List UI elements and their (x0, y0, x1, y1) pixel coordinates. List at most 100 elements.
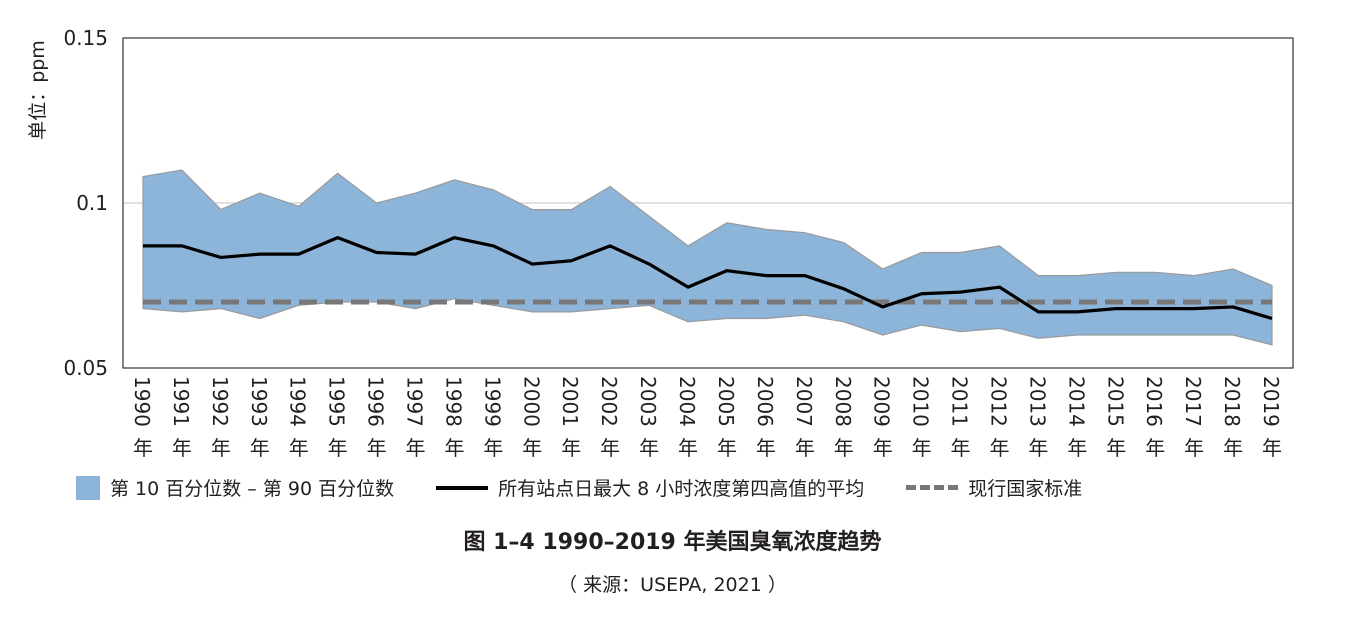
x-tick-labels: 1990 年 1991 年 1992 年 1993 年 1994 年 1995 年 1996 年 1997 年… (130, 376, 1283, 460)
x-tick-suffix: 年 (1145, 436, 1165, 460)
x-tick-label: 1995 年 (325, 376, 349, 460)
x-tick-suffix: 年 (600, 436, 620, 460)
x-tick-suffix: 年 (367, 436, 387, 460)
x-tick-label: 2017 年 (1181, 376, 1205, 460)
x-tick-year: 1993 (247, 376, 271, 427)
x-tick-year: 2004 (675, 376, 699, 427)
legend-swatch-band (76, 475, 100, 500)
x-tick-year: 1998 (441, 376, 465, 427)
legend-label-line: 所有站点日最大 8 小时浓度第四高值的平均 (498, 478, 865, 500)
x-tick-suffix: 年 (678, 436, 698, 460)
x-tick-label: 2016 年 (1142, 376, 1166, 460)
figure-caption: 图 1–4 1990–2019 年美国臭氧浓度趋势 (463, 530, 882, 555)
legend-item-band: 第 10 百分位数 – 第 90 百分位数 (76, 474, 394, 501)
x-tick-year: 2010 (909, 376, 933, 427)
x-tick-label: 2004 年 (675, 376, 699, 460)
x-tick-label: 2009 年 (870, 376, 894, 460)
x-tick-year: 1996 (364, 376, 388, 427)
x-tick-year: 2003 (636, 376, 660, 427)
x-tick-suffix: 年 (211, 436, 231, 460)
x-tick-year: 2002 (597, 376, 621, 427)
x-tick-label: 2018 年 (1220, 376, 1244, 460)
x-tick-suffix: 年 (717, 436, 737, 460)
x-tick-label: 1996 年 (364, 376, 388, 460)
x-tick-label: 1998 年 (441, 376, 465, 460)
average-line (143, 236, 1273, 321)
legend-swatch-line (436, 485, 489, 490)
x-tick-label: 2001 年 (558, 376, 582, 460)
x-tick-label: 2006 年 (753, 376, 777, 460)
x-tick-suffix: 年 (406, 436, 426, 460)
legend-item-line: 所有站点日最大 8 小时浓度第四高值的平均 (436, 474, 864, 501)
x-tick-year: 2012 (986, 376, 1010, 427)
x-tick-suffix: 年 (639, 436, 659, 460)
x-tick-year: 1999 (480, 376, 504, 427)
x-tick-label: 2003 年 (636, 376, 660, 460)
x-tick-year: 2013 (1025, 376, 1049, 427)
percentile-band (142, 169, 1273, 346)
x-tick-suffix: 年 (522, 436, 542, 460)
x-tick-year: 2015 (1103, 376, 1127, 427)
x-tick-suffix: 年 (834, 436, 854, 460)
y-axis-label: 单位：ppm (27, 40, 49, 140)
band-layer (142, 169, 1273, 346)
x-tick-label: 2013 年 (1025, 376, 1049, 460)
x-tick-label: 1990 年 (130, 376, 154, 460)
x-tick-year: 2005 (714, 376, 738, 427)
x-tick-year: 2009 (870, 376, 894, 427)
x-tick-suffix: 年 (912, 436, 932, 460)
x-tick-label: 2011 年 (948, 376, 972, 460)
x-tick-year: 2006 (753, 376, 777, 427)
x-tick-label: 2019 年 (1259, 376, 1283, 460)
x-tick-year: 2001 (558, 376, 582, 427)
y-tick-label: 0.15 (63, 26, 108, 50)
x-tick-year: 1991 (169, 376, 193, 427)
x-tick-suffix: 年 (328, 436, 348, 460)
x-tick-suffix: 年 (444, 436, 464, 460)
x-tick-label: 2015 年 (1103, 376, 1127, 460)
y-tick-label: 0.05 (63, 356, 108, 380)
x-tick-suffix: 年 (873, 436, 893, 460)
y-tick-labels: 0.15 0.1 0.05 (63, 26, 108, 380)
y-tick-label: 0.1 (76, 191, 108, 215)
x-tick-year: 2017 (1181, 376, 1205, 427)
x-tick-label: 1993 年 (247, 376, 271, 460)
x-tick-suffix: 年 (250, 436, 270, 460)
x-tick-suffix: 年 (989, 436, 1009, 460)
x-tick-label: 2014 年 (1064, 376, 1088, 460)
x-tick-suffix: 年 (1184, 436, 1204, 460)
ozone-chart: 0.150.10.05 1990年1991年1992年1993年1994年199… (27, 26, 1294, 460)
x-tick-label: 1994 年 (286, 376, 310, 460)
x-tick-year: 1992 (208, 376, 232, 427)
legend-label-standard: 现行国家标准 (968, 478, 1083, 500)
x-tick-suffix: 年 (1028, 436, 1048, 460)
line-layer (143, 236, 1273, 321)
x-tick-suffix: 年 (795, 436, 815, 460)
x-tick-year: 2014 (1064, 376, 1088, 427)
plot-frame (122, 37, 1294, 369)
x-tick-label: 2008 年 (831, 376, 855, 460)
x-tick-label: 1997 年 (403, 376, 427, 460)
x-tick-year: 1995 (325, 376, 349, 427)
x-tick-label: 2002 年 (597, 376, 621, 460)
x-tick-year: 1994 (286, 376, 310, 427)
x-tick-suffix: 年 (1223, 436, 1243, 460)
x-tick-label: 2012 年 (986, 376, 1010, 460)
x-tick-label: 2005 年 (714, 376, 738, 460)
legend-label-band: 第 10 百分位数 – 第 90 百分位数 (110, 478, 395, 500)
x-tick-year: 1997 (403, 376, 427, 427)
legend-swatch-standard (906, 485, 959, 490)
x-tick-year: 2016 (1142, 376, 1166, 427)
x-tick-suffix: 年 (951, 436, 971, 460)
x-tick-label: 2000 年 (519, 376, 543, 460)
x-tick-label: 1999 年 (480, 376, 504, 460)
x-tick-suffix: 年 (172, 436, 192, 460)
x-tick-label: 1991 年 (169, 376, 193, 460)
legend: 第 10 百分位数 – 第 90 百分位数 所有站点日最大 8 小时浓度第四高值… (76, 474, 1124, 501)
x-tick-label: 2010 年 (909, 376, 933, 460)
x-tick-suffix: 年 (1067, 436, 1087, 460)
x-tick-year: 2007 (792, 376, 816, 427)
x-tick-year: 2018 (1220, 376, 1244, 427)
x-tick-year: 2008 (831, 376, 855, 427)
x-tick-year: 2000 (519, 376, 543, 427)
